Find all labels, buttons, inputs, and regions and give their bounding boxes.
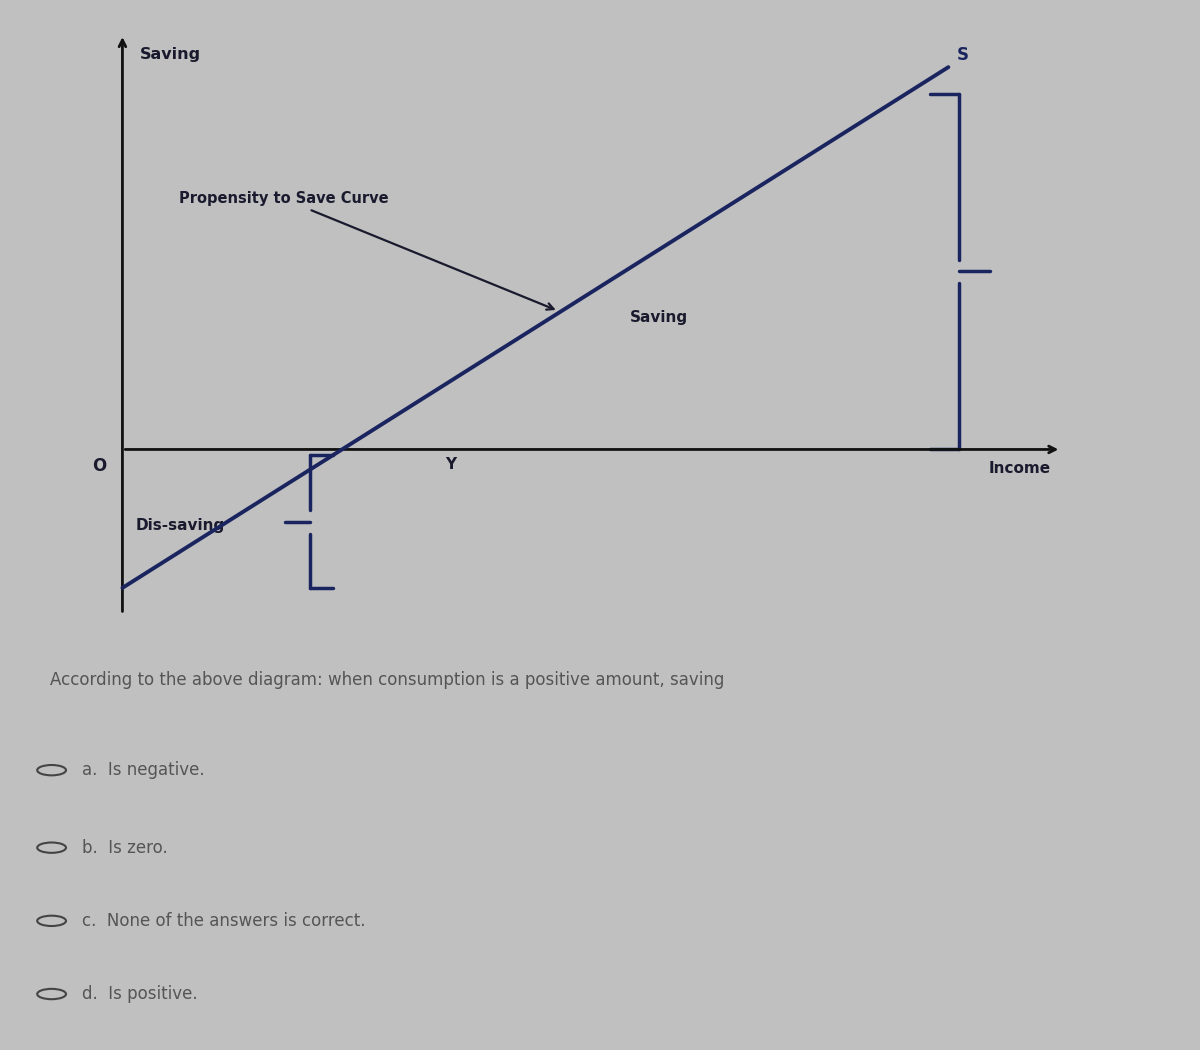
Text: S: S	[956, 46, 968, 64]
Text: d.  Is positive.: d. Is positive.	[82, 985, 197, 1003]
Text: b.  Is zero.: b. Is zero.	[82, 839, 167, 857]
Text: Dis-saving: Dis-saving	[136, 518, 226, 532]
Text: Saving: Saving	[140, 47, 200, 62]
Text: Saving: Saving	[630, 310, 689, 326]
Text: O: O	[91, 458, 106, 476]
Text: c.  None of the answers is correct.: c. None of the answers is correct.	[82, 911, 365, 930]
Text: According to the above diagram: when consumption is a positive amount, saving: According to the above diagram: when con…	[50, 671, 725, 689]
Text: a.  Is negative.: a. Is negative.	[82, 761, 204, 779]
Text: Propensity to Save Curve: Propensity to Save Curve	[179, 191, 553, 310]
Text: Y: Y	[445, 458, 456, 472]
Text: Income: Income	[989, 461, 1051, 477]
